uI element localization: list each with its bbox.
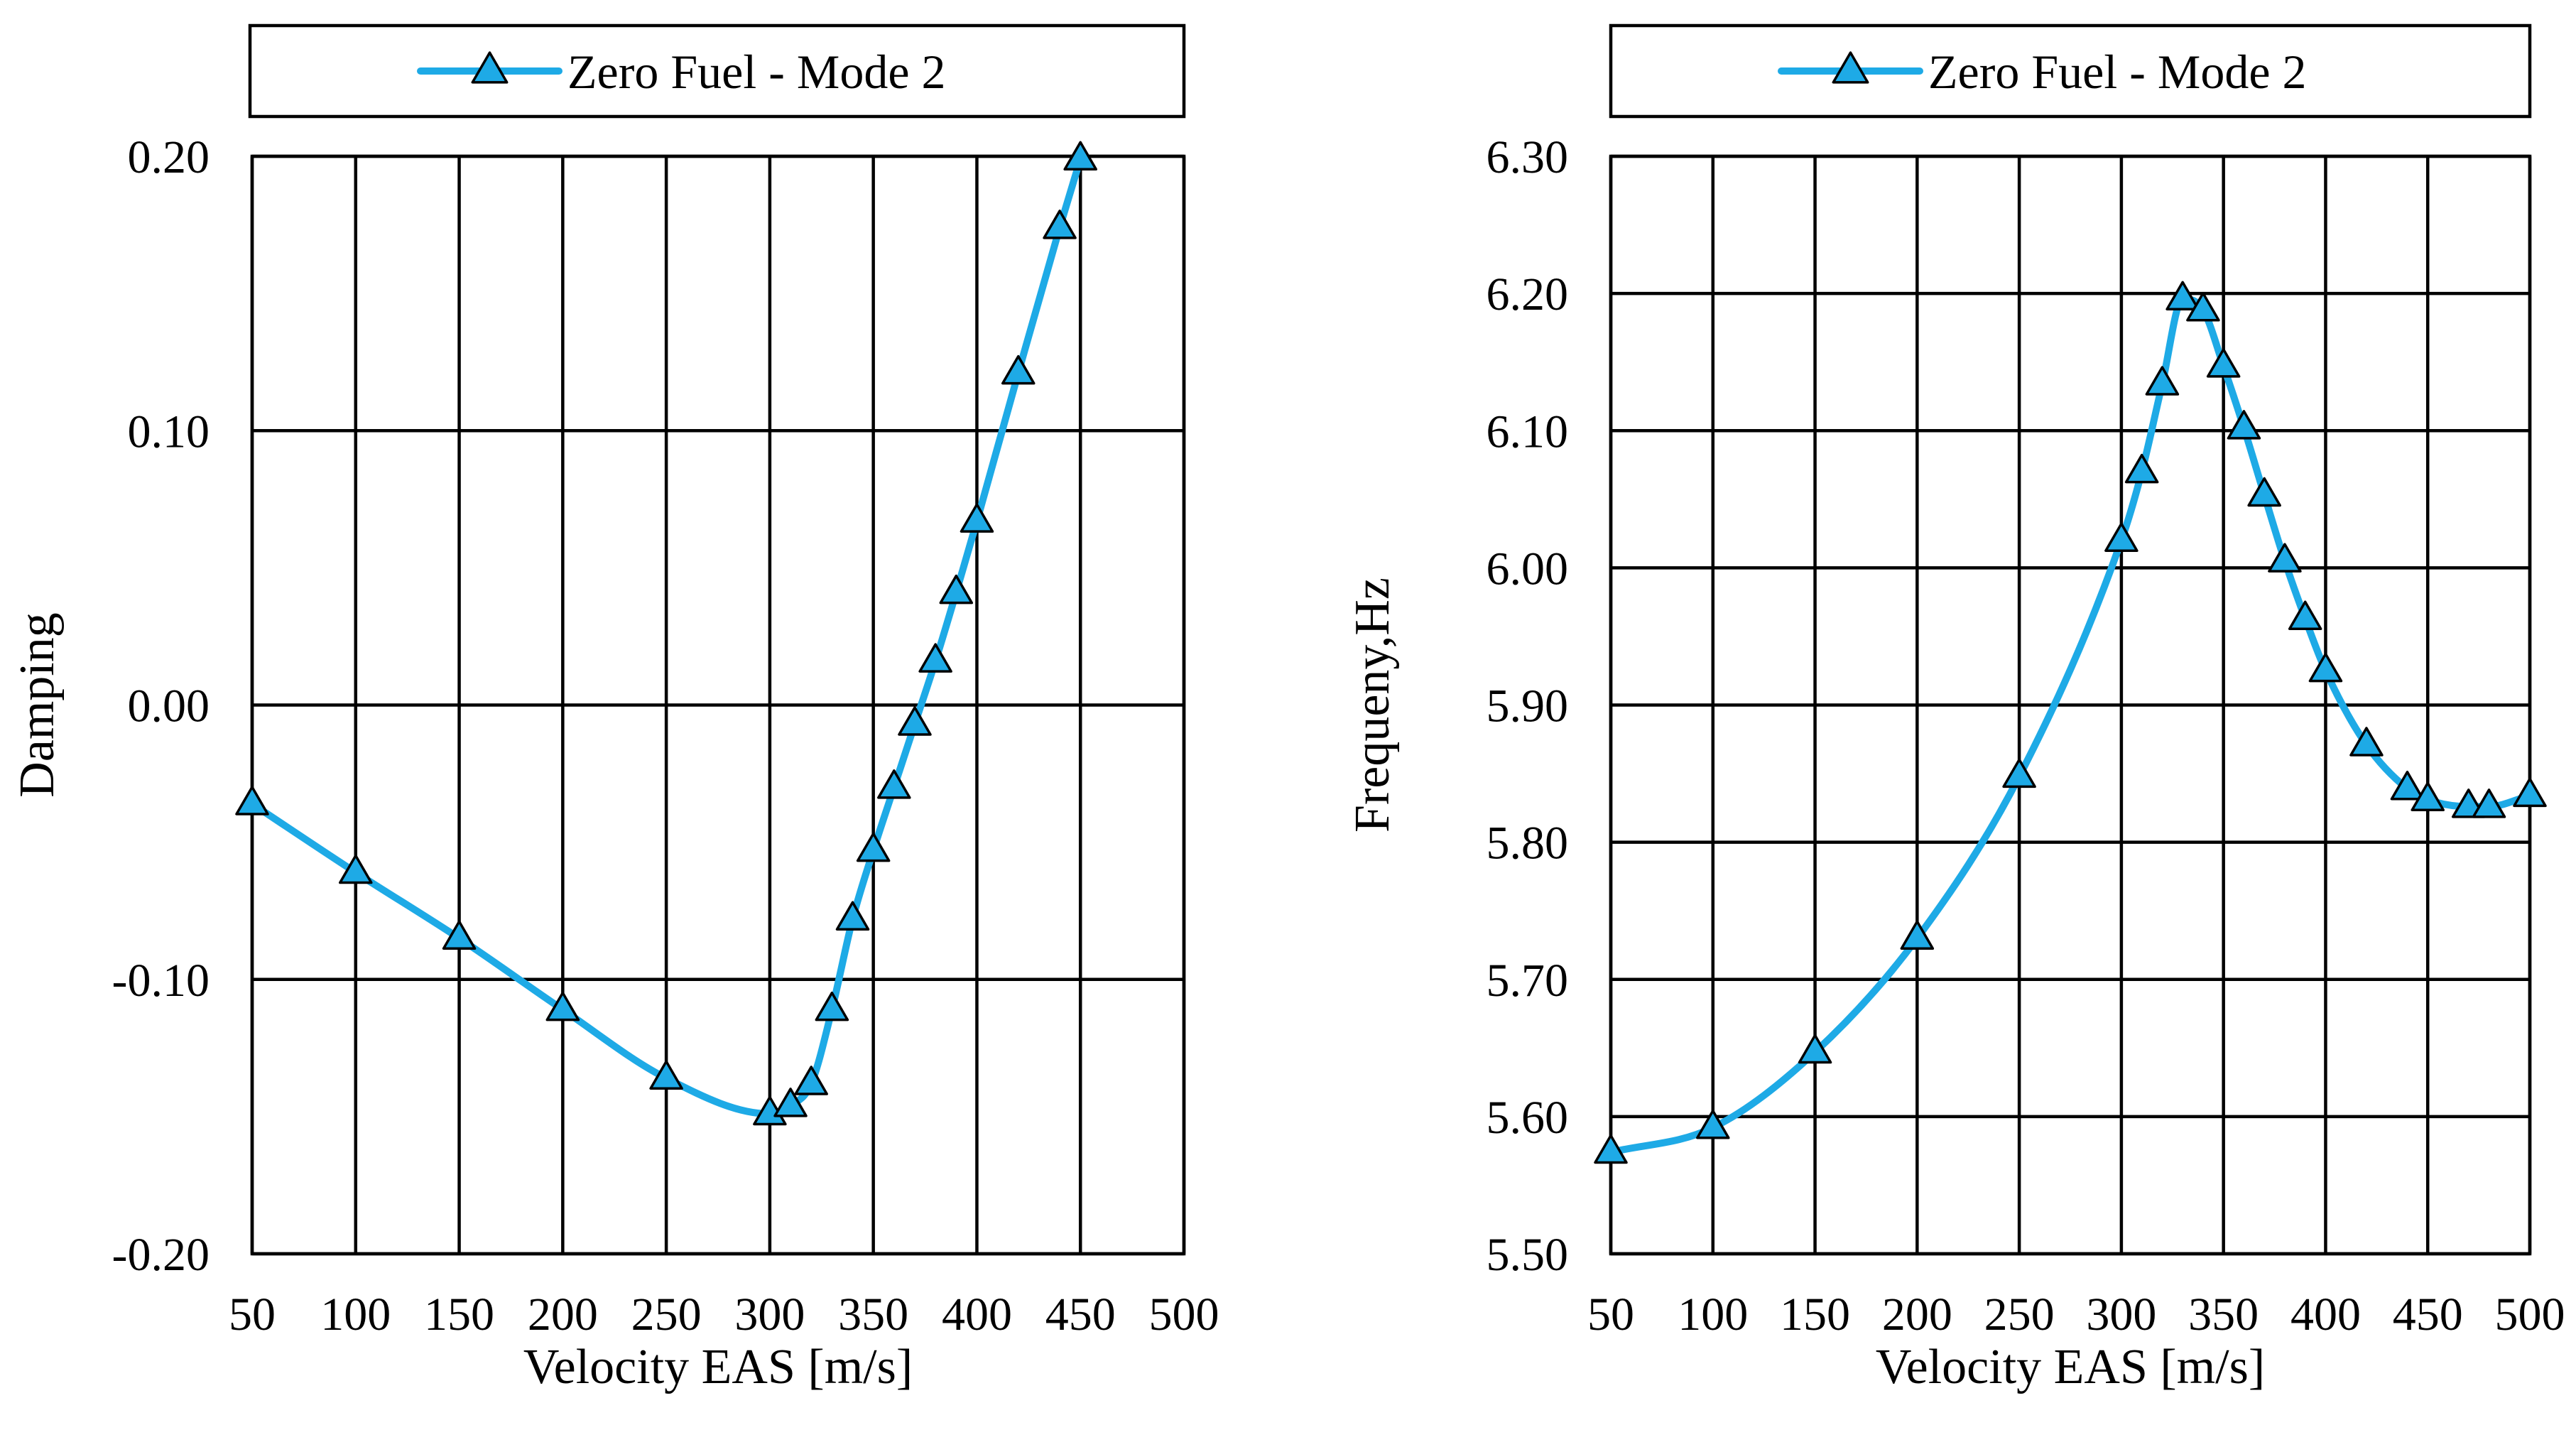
damping-marker-330 [815,991,849,1021]
frequency-marker-100 [1696,1110,1730,1139]
frequency-x-tick-250: 250 [1984,1289,2055,1340]
damping-x-tick-250: 250 [631,1289,702,1340]
frequency-marker-350 [2206,348,2241,378]
damping-y-tick-0.10: 0.10 [128,406,210,457]
damping-markers [235,141,1097,1126]
damping-x-tick-50: 50 [229,1289,276,1340]
frequency-marker-150 [1798,1034,1832,1064]
damping-marker-200 [545,991,580,1021]
frequency-y-tick-labels: 5.50 5.60 5.70 5.80 5.90 6.00 6.10 6.20 6.30 [1487,131,1569,1281]
damping-x-tick-450: 450 [1045,1289,1116,1340]
frequency-x-tick-350: 350 [2188,1289,2259,1340]
frequency-marker-50 [1594,1134,1628,1164]
damping-marker-250 [649,1060,683,1090]
frequency-legend-box [1609,23,2532,119]
damping-horizontal-gridlines [252,154,1184,1256]
frequency-y-tick-6.30: 6.30 [1487,131,1569,183]
damping-x-tick-150: 150 [424,1289,494,1340]
frequency-marker-480 [2472,788,2506,818]
frequency-marker-380 [2268,543,2302,573]
frequency-legend: Zero Fuel - Mode 2 [1609,23,2532,119]
damping-legend-label: Zero Fuel - Mode 2 [567,45,946,99]
damping-marker-310 [773,1088,808,1117]
frequency-marker-330 [2165,281,2200,311]
frequency-marker-250 [2002,758,2036,788]
frequency-y-tick-5.70: 5.70 [1487,955,1569,1007]
damping-marker-340 [835,901,870,931]
damping-marker-390 [939,574,974,605]
frequency-marker-400 [2308,652,2343,683]
frequency-x-tick-500: 500 [2495,1289,2565,1340]
damping-marker-150 [442,920,477,950]
frequency-y-tick-5.80: 5.80 [1487,818,1569,869]
frequency-x-tick-200: 200 [1882,1289,1952,1340]
frequency-x-tick-300: 300 [2086,1289,2156,1340]
damping-chart: 50 100 150 200 250 300 350 400 450 500 -0.20 -0.10… [10,23,1219,1394]
frequency-marker-360 [2227,410,2261,440]
damping-x-tick-100: 100 [320,1289,391,1340]
damping-legend-marker-icon [471,51,509,84]
damping-x-tick-350: 350 [838,1289,908,1340]
damping-y-tick-0.20: 0.20 [128,131,210,183]
damping-x-tick-200: 200 [528,1289,598,1340]
frequency-series-line [1607,295,2533,1156]
frequency-y-tick-5.90: 5.90 [1487,681,1569,732]
damping-plot-frame [250,154,1186,1256]
frequency-legend-marker-icon [1832,51,1869,84]
damping-x-tick-500: 500 [1149,1289,1219,1340]
frequency-y-tick-5.50: 5.50 [1487,1229,1569,1281]
frequency-x-tick-400: 400 [2290,1289,2361,1340]
frequency-y-axis-title: Frequeny,Hz [1345,578,1400,833]
damping-marker-320 [794,1066,828,1095]
frequency-marker-370 [2247,477,2281,507]
frequency-marker-300 [2104,522,2138,552]
frequency-y-tick-5.60: 5.60 [1487,1092,1569,1144]
damping-marker-360 [877,769,911,799]
damping-marker-450 [1063,141,1097,171]
damping-legend-box [248,23,1186,119]
damping-marker-400 [960,503,994,533]
frequency-marker-200 [1900,920,1935,950]
frequency-x-tick-50: 50 [1587,1289,1634,1340]
frequency-x-axis-title: Velocity EAS [m/s] [1876,1340,2265,1394]
damping-y-tick--0.20: -0.20 [112,1229,210,1281]
frequency-marker-390 [2288,600,2322,631]
damping-marker-420 [1001,354,1036,385]
frequency-marker-440 [2390,770,2425,801]
damping-x-tick-400: 400 [942,1289,1012,1340]
frequency-x-tick-labels: 50 100 150 200 250 300 350 400 450 500 [1587,1289,2565,1340]
frequency-marker-320 [2145,366,2180,396]
frequency-chart: 50 100 150 200 250 300 350 400 450 500 5.505.605.… [1345,23,2565,1394]
frequency-markers [1594,281,2547,1164]
damping-marker-440 [1043,210,1077,239]
frequency-x-tick-450: 450 [2393,1289,2463,1340]
frequency-marker-420 [2349,727,2384,757]
frequency-marker-340 [2186,291,2220,322]
frequency-y-tick-6.20: 6.20 [1487,269,1569,320]
damping-y-axis-title: Damping [10,612,65,798]
frequency-plot-frame [1609,154,2532,1256]
frequency-x-tick-100: 100 [1678,1289,1748,1340]
damping-marker-370 [898,706,932,736]
frequency-y-tick-6.10: 6.10 [1487,406,1569,457]
damping-marker-380 [918,643,952,673]
damping-marker-50 [235,786,269,815]
frequency-marker-500 [2513,777,2547,808]
damping-y-tick-0.00: 0.00 [128,681,210,732]
frequency-x-tick-150: 150 [1780,1289,1850,1340]
damping-x-tick-labels: 50 100 150 200 250 300 350 400 450 500 [229,1289,1219,1340]
frequency-marker-450 [2411,781,2445,811]
frequency-y-tick-6.00: 6.00 [1487,543,1569,595]
damping-marker-350 [856,832,891,862]
damping-marker-100 [339,854,373,884]
frequency-marker-310 [2124,453,2159,484]
frequency-horizontal-gridlines [1611,154,2530,1256]
damping-y-tick-labels: -0.20 -0.10 0.00 0.10 0.20 [112,131,210,1281]
damping-x-tick-300: 300 [734,1289,805,1340]
damping-x-axis-title: Velocity EAS [m/s] [523,1340,913,1394]
damping-legend: Zero Fuel - Mode 2 [248,23,1186,119]
frequency-legend-label: Zero Fuel - Mode 2 [1928,45,2307,99]
damping-y-tick--0.10: -0.10 [112,955,210,1007]
